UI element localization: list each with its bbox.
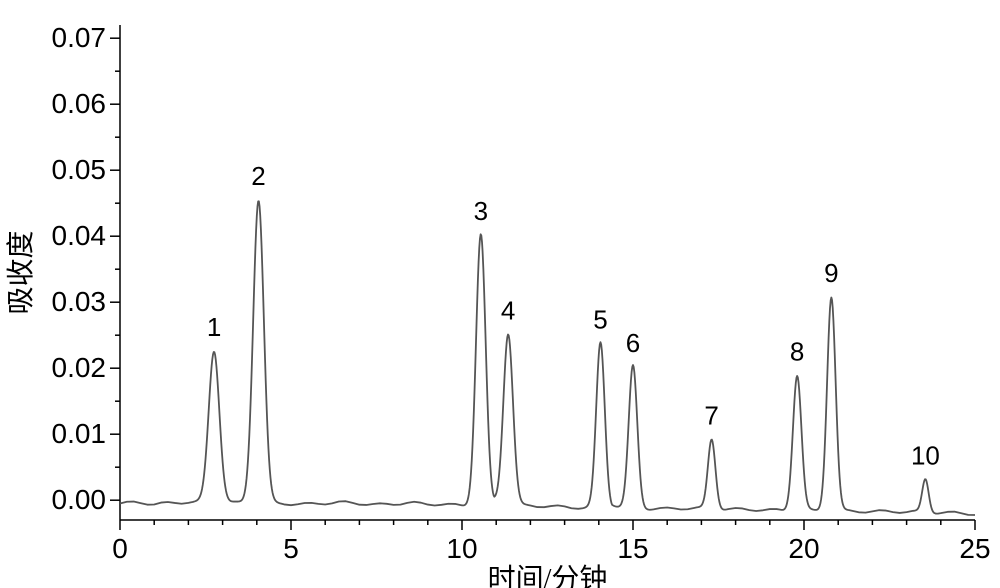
peak-label-8: 8: [790, 337, 804, 367]
y-tick-label: 0.05: [52, 154, 107, 185]
peak-label-4: 4: [501, 295, 515, 325]
x-tick-label: 25: [959, 533, 990, 564]
y-axis-label: 吸收度: [5, 230, 37, 314]
y-tick-label: 0.03: [52, 286, 107, 317]
peak-label-3: 3: [474, 196, 488, 226]
chromatogram-trace: [120, 201, 975, 515]
y-tick-label: 0.04: [52, 220, 107, 251]
x-tick-label: 10: [446, 533, 477, 564]
y-tick-label: 0.02: [52, 352, 107, 383]
x-tick-label: 20: [788, 533, 819, 564]
x-tick-label: 5: [283, 533, 299, 564]
peak-label-7: 7: [704, 401, 718, 431]
peak-label-10: 10: [911, 441, 940, 471]
peak-label-1: 1: [207, 312, 221, 342]
y-tick-label: 0.06: [52, 88, 107, 119]
peak-label-6: 6: [626, 328, 640, 358]
x-axis-label: 时间/分钟: [488, 563, 608, 588]
peak-label-9: 9: [824, 258, 838, 288]
y-tick-label: 0.07: [52, 22, 107, 53]
y-tick-label: 0.01: [52, 418, 107, 449]
peak-label-2: 2: [251, 161, 265, 191]
chart-container: 05101520250.000.010.020.030.040.050.060.…: [0, 0, 1000, 588]
x-tick-label: 0: [112, 533, 128, 564]
peak-label-5: 5: [593, 304, 607, 334]
chromatogram-svg: 05101520250.000.010.020.030.040.050.060.…: [0, 0, 1000, 588]
x-tick-label: 15: [617, 533, 648, 564]
y-tick-label: 0.00: [52, 484, 107, 515]
